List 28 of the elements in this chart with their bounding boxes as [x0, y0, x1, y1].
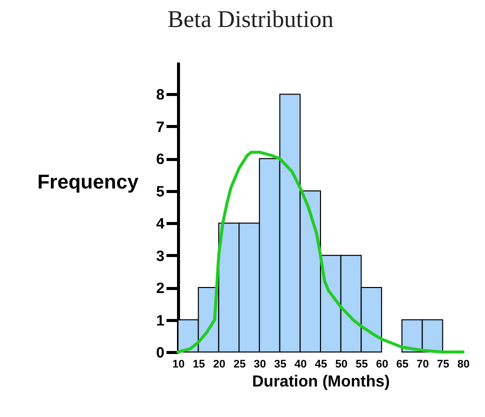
y-tick-label: 3	[156, 248, 164, 265]
y-tick-label: 7	[156, 118, 164, 136]
x-tick-label: 15	[192, 358, 205, 370]
x-tick-label: 45	[314, 358, 328, 370]
x-tick-label: 70	[416, 358, 429, 370]
x-tick-label: 55	[356, 358, 368, 370]
x-tick-label: 10	[172, 358, 185, 370]
y-tick-label: 0	[156, 344, 164, 362]
y-tick-label: 6	[156, 151, 164, 168]
x-tick-label: 80	[457, 358, 470, 370]
line-series	[176, 150, 464, 354]
y-tick-label: 2	[156, 280, 164, 298]
x-axis-title: Duration (Months)	[252, 374, 390, 390]
y-tick-label: 1	[156, 312, 164, 330]
y-tick-label: 4	[156, 216, 166, 233]
y-tick-label: 8	[156, 86, 164, 104]
x-tick-label: 30	[254, 358, 266, 370]
x-tick-label: 75	[437, 358, 450, 370]
chart-title: Beta Distribution	[168, 7, 334, 33]
x-tick-label: 60	[376, 358, 388, 370]
x-tick-label: 65	[396, 358, 409, 370]
x-tick-label: 20	[213, 358, 226, 370]
x-tick-label: 25	[233, 358, 246, 370]
x-tick-label: 50	[335, 358, 348, 370]
x-tick-label: 40	[294, 358, 307, 370]
y-tick-label: 5	[156, 183, 164, 200]
y-axis-title: Frequency	[37, 172, 140, 194]
x-tick-label: 35	[274, 358, 286, 370]
